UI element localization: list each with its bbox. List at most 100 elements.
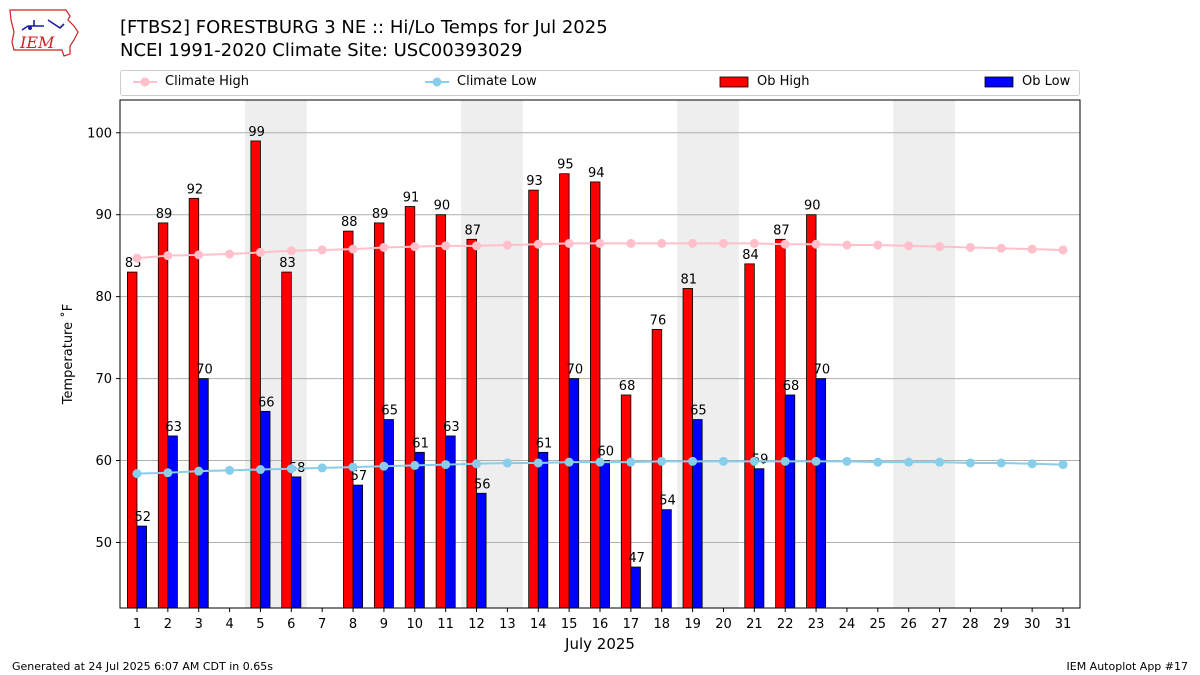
- ob-low-bar: [568, 378, 580, 609]
- ob-high-value-label: 99: [248, 125, 265, 140]
- ob-high-bar: [528, 189, 539, 609]
- ob-low-value-label: 56: [474, 477, 491, 492]
- climate-high-point: [286, 246, 296, 256]
- climate-low-point: [1058, 460, 1068, 470]
- weekend-shade: [491, 100, 523, 608]
- ob-low-bar: [476, 492, 487, 609]
- climate-low-point: [163, 468, 173, 478]
- ob-high-bar: [744, 263, 755, 609]
- climate-low-point: [873, 457, 883, 467]
- ob-high-value-label: 81: [681, 272, 698, 287]
- x-tick-label: 13: [499, 617, 516, 632]
- legend-item-climate-low: Climate Low: [425, 74, 537, 89]
- climate-low-point: [441, 460, 451, 470]
- ob-high-bar: [435, 214, 447, 609]
- climate-low-point: [225, 465, 235, 475]
- ob-high-bar: [127, 271, 138, 609]
- weekend-shade: [708, 100, 739, 608]
- chart-subtitle: NCEI 1991-2020 Climate Site: USC00393029: [120, 40, 523, 61]
- x-tick-label: 23: [808, 617, 825, 632]
- climate-high-point: [564, 238, 574, 248]
- climate-high-point: [811, 239, 821, 249]
- climate-low-point: [348, 462, 358, 472]
- ob-high-bar: [775, 238, 786, 609]
- x-tick-label: 3: [195, 617, 203, 632]
- ob-low-bar: [599, 460, 610, 609]
- legend-label-climate-high: Climate High: [165, 74, 250, 89]
- ob-high-value-label: 90: [434, 199, 451, 214]
- ob-high-value-label: 89: [372, 207, 389, 222]
- climate-high-point: [379, 242, 389, 252]
- climate-high-point: [996, 243, 1006, 253]
- ob-low-bar: [784, 394, 796, 609]
- ob-low-value-label: 63: [165, 420, 182, 435]
- ob-high-bar: [281, 271, 292, 609]
- climate-high-point: [163, 251, 173, 261]
- ob-low-value-label: 65: [381, 404, 398, 419]
- x-axis-label: July 2025: [564, 635, 635, 653]
- climate-low-point: [472, 459, 482, 469]
- climate-high-point: [842, 240, 852, 250]
- ob-high-bar: [559, 173, 570, 609]
- climate-high-point: [935, 242, 945, 252]
- ob-high-value-label: 76: [650, 313, 667, 328]
- legend-item-ob-high: Ob High: [719, 74, 810, 89]
- climate-high-point: [472, 241, 482, 251]
- ob-high-bar: [806, 214, 817, 609]
- climate-low-point: [1027, 459, 1037, 469]
- climate-high-point: [410, 242, 420, 252]
- ob-high-value-label: 90: [804, 199, 821, 214]
- ob-high-value-label: 83: [279, 256, 296, 271]
- x-tick-label: 15: [561, 617, 578, 632]
- ob-high-value-label: 95: [557, 158, 574, 173]
- climate-low-point: [811, 456, 821, 466]
- ob-high-value-label: 93: [526, 174, 543, 189]
- ob-high-value-label: 68: [619, 379, 636, 394]
- x-tick-label: 27: [931, 617, 948, 632]
- ob-low-value-label: 52: [134, 510, 151, 525]
- climate-low-point: [564, 457, 574, 467]
- x-tick-label: 8: [349, 617, 357, 632]
- ob-low-bar: [692, 419, 703, 609]
- legend-label-ob-low: Ob Low: [1022, 74, 1071, 89]
- footer-generated: Generated at 24 Jul 2025 6:07 AM CDT in …: [12, 660, 273, 673]
- legend-label-climate-low: Climate Low: [457, 74, 537, 89]
- climate-high-point: [904, 241, 914, 251]
- y-tick-label: 100: [87, 126, 112, 141]
- x-tick-label: 21: [746, 617, 763, 632]
- ob-low-value-label: 66: [258, 395, 275, 410]
- y-tick-label: 80: [95, 290, 112, 305]
- ob-low-value-label: 47: [628, 551, 645, 566]
- climate-low-point: [286, 464, 296, 474]
- climate-low-point: [317, 463, 327, 473]
- climate-low-point: [595, 457, 605, 467]
- climate-high-point: [749, 238, 759, 248]
- x-tick-label: 2: [164, 617, 172, 632]
- ob-low-value-label: 61: [536, 436, 553, 451]
- ob-high-bar: [651, 329, 663, 609]
- iem-logo: IEM: [9, 9, 79, 57]
- footer-app: IEM Autoplot App #17: [1066, 660, 1189, 673]
- climate-low-point: [935, 457, 945, 467]
- climate-low-point: [718, 456, 728, 466]
- ob-high-bar: [620, 394, 632, 609]
- x-tick-label: 25: [870, 617, 887, 632]
- climate-high-point: [348, 244, 358, 254]
- ob-low-bar: [260, 410, 271, 609]
- x-tick-label: 17: [623, 617, 640, 632]
- x-tick-label: 10: [407, 617, 424, 632]
- climate-high-swatch: [133, 77, 157, 86]
- x-tick-label: 31: [1055, 617, 1072, 632]
- ob-low-value-label: 70: [567, 363, 584, 378]
- climate-low-point: [965, 458, 975, 468]
- climate-high-point: [1027, 244, 1037, 254]
- ob-low-value-label: 57: [351, 469, 368, 484]
- ob-high-bar: [157, 222, 169, 609]
- x-tick-label: 16: [592, 617, 609, 632]
- legend: Climate High Climate Low Ob High Ob Low: [120, 70, 1080, 96]
- climate-low-point: [688, 456, 698, 466]
- climate-high-point: [225, 249, 235, 259]
- climate-high-point: [688, 238, 698, 248]
- climate-low-point: [533, 458, 543, 468]
